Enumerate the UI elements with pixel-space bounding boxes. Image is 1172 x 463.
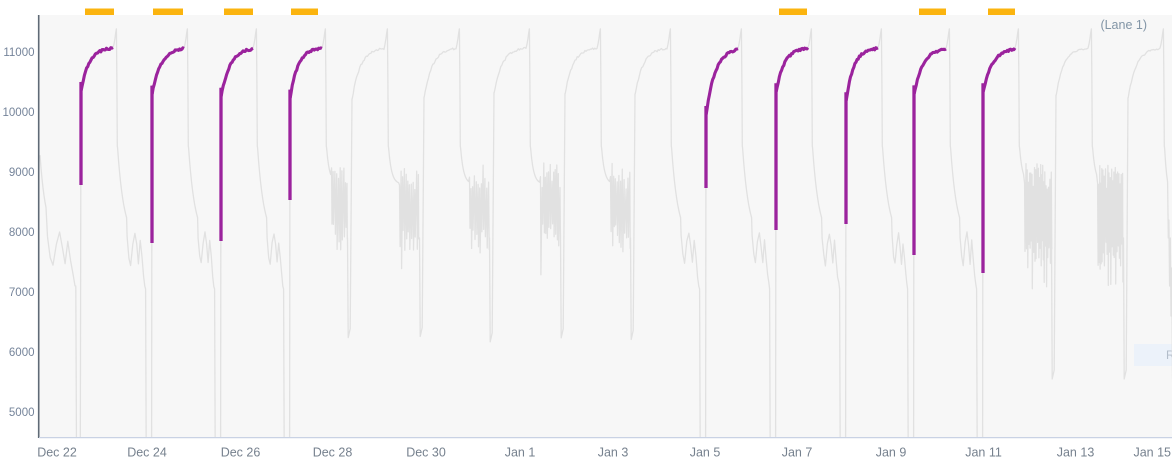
svg-text:Dec 22: Dec 22 xyxy=(37,446,77,460)
svg-text:(Lane 1): (Lane 1) xyxy=(1100,18,1147,32)
svg-text:Dec 30: Dec 30 xyxy=(406,446,446,460)
svg-text:Jan 15: Jan 15 xyxy=(1133,446,1171,460)
svg-text:Jan 1: Jan 1 xyxy=(505,446,536,460)
svg-text:9000: 9000 xyxy=(9,167,35,179)
svg-text:5000: 5000 xyxy=(9,407,35,419)
svg-text:Jan 3: Jan 3 xyxy=(598,446,629,460)
svg-text:Jan 7: Jan 7 xyxy=(782,446,813,460)
svg-text:Dec 26: Dec 26 xyxy=(221,446,261,460)
svg-text:11000: 11000 xyxy=(3,47,34,59)
svg-text:Jan 11: Jan 11 xyxy=(965,446,1002,460)
svg-text:10000: 10000 xyxy=(3,107,35,119)
svg-text:Jan 13: Jan 13 xyxy=(1057,446,1095,460)
svg-text:7000: 7000 xyxy=(9,287,35,299)
svg-text:Jan 9: Jan 9 xyxy=(876,446,907,460)
svg-text:8000: 8000 xyxy=(9,227,35,239)
svg-text:6000: 6000 xyxy=(9,347,35,359)
svg-text:Dec 24: Dec 24 xyxy=(127,446,167,460)
svg-text:Jan 5: Jan 5 xyxy=(690,446,721,460)
svg-text:R: R xyxy=(1166,348,1172,362)
svg-text:Dec 28: Dec 28 xyxy=(313,446,353,460)
